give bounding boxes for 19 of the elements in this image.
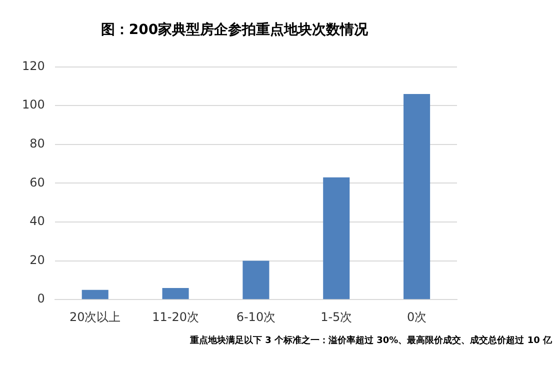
y-tick-label: 40: [30, 214, 45, 228]
y-tick-label: 20: [30, 252, 45, 267]
y-tick-label: 120: [22, 58, 45, 73]
bar: [323, 177, 350, 300]
text: 重点地块满足以下 3 个标准之一：溢价率超过 30%、最高限价成交、成交总价超过 10 亿: [189, 334, 552, 347]
x-tick-label: 1-5次: [320, 310, 352, 324]
x-tick-label: 11-20次: [152, 310, 199, 324]
x-tick-label: 6-10次: [236, 310, 276, 324]
x-tick-label: 20次以上: [69, 310, 121, 324]
y-tick-label: 100: [22, 98, 45, 112]
y-tick-label: 0: [37, 292, 45, 306]
bar: [242, 260, 270, 300]
y-tick-label: 60: [30, 175, 45, 190]
bar: [404, 94, 430, 300]
bar: [82, 290, 108, 300]
x-tick-label: 0次: [406, 310, 427, 324]
y-tick-label: 80: [30, 136, 45, 151]
bar: [162, 288, 189, 300]
chart-title: 图：200家典型房企参拍重点地块次数情况: [100, 21, 370, 38]
